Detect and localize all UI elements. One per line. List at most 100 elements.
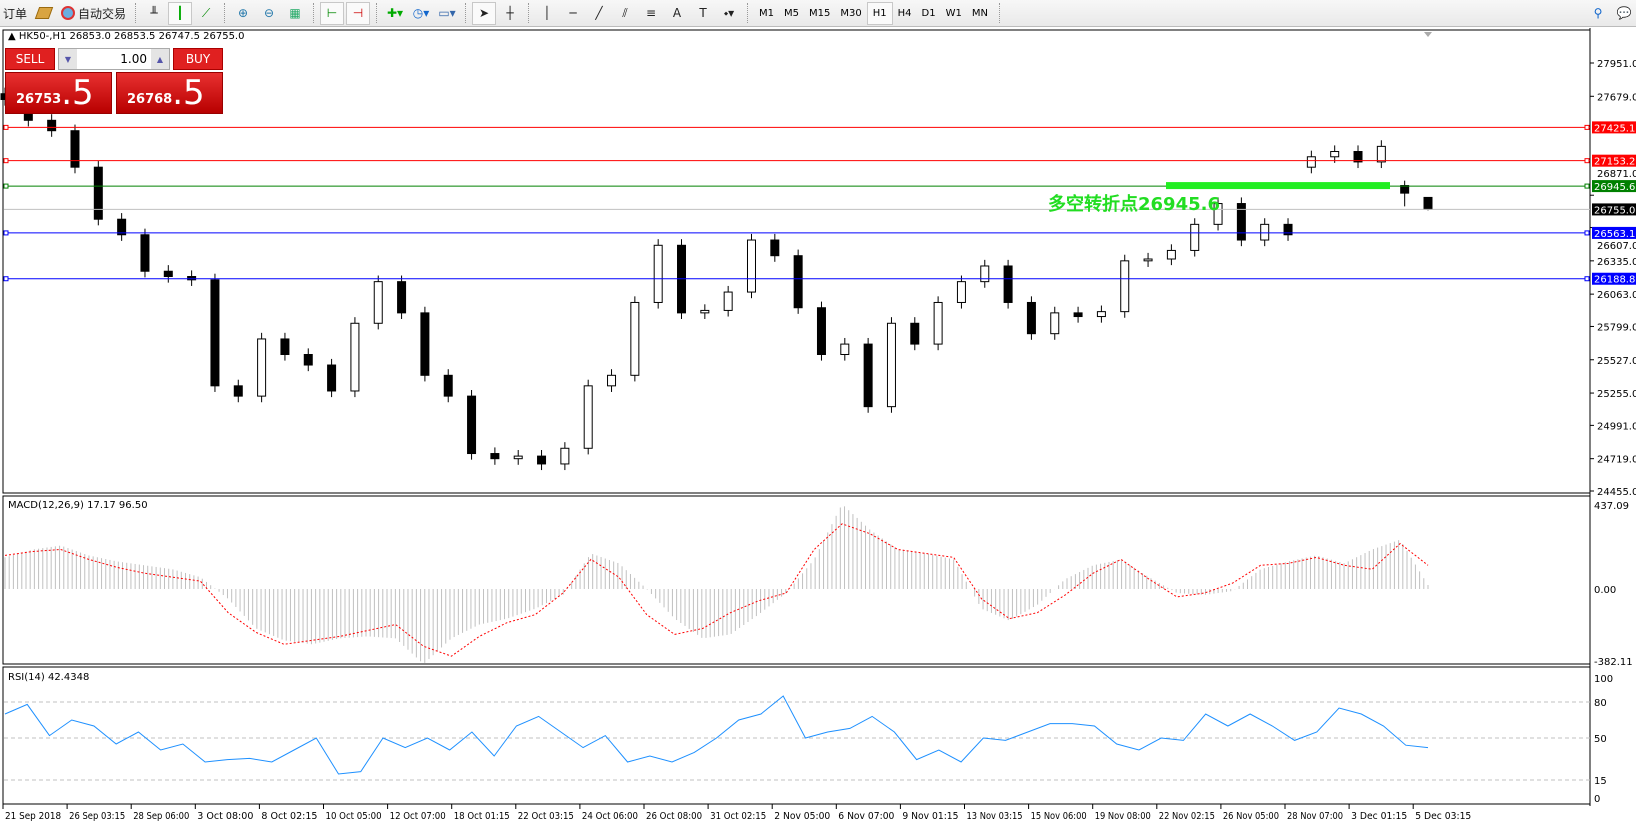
auto-trading-button[interactable]: 自动交易 — [58, 2, 129, 25]
candle-body — [1400, 185, 1410, 194]
resistance-price-tag — [1592, 121, 1636, 134]
candle-body — [933, 301, 943, 345]
crosshair-icon[interactable]: ┼ — [506, 6, 514, 20]
candle — [1026, 296, 1036, 340]
candle — [583, 379, 593, 455]
time-tick-label: 26 Sep 03:15 — [69, 811, 125, 822]
candle-body — [537, 455, 547, 465]
sell-label: SELL — [15, 52, 45, 66]
candle — [933, 296, 943, 351]
text-icon[interactable]: A — [672, 6, 682, 20]
horizontal-line-icon[interactable]: ─ — [569, 6, 577, 20]
time-tick-label: 31 Oct 02:15 — [710, 811, 766, 822]
candle-body — [350, 322, 360, 392]
candle — [93, 161, 103, 226]
candle — [70, 124, 80, 174]
time-tick-label: 15 Nov 06:00 — [1031, 811, 1087, 822]
lot-decrease-icon[interactable]: ▼ — [59, 49, 77, 69]
tile-windows-icon[interactable]: ▦ — [289, 6, 301, 20]
timeframe-h4[interactable]: H4 — [897, 7, 912, 19]
line-handle — [1584, 158, 1590, 164]
line-chart-icon[interactable]: ⟋ — [201, 5, 211, 20]
indicators-icon[interactable]: ✚▾ — [386, 6, 404, 20]
candle — [280, 332, 290, 361]
time-tick-label: 8 Oct 02:15 — [261, 811, 317, 822]
lot-size-input[interactable]: ▼ 1.00 ▲ — [58, 48, 170, 70]
vertical-line-icon[interactable]: │ — [543, 6, 551, 20]
candlestick-icon[interactable]: ┃ — [168, 1, 193, 25]
candle-body — [513, 455, 523, 460]
macd-panel — [2, 495, 1591, 665]
search-icon[interactable]: ⚲ — [1593, 6, 1603, 20]
bid-price-tag — [1592, 203, 1636, 216]
templates-icon[interactable]: ▭▾ — [438, 6, 456, 20]
orders-button[interactable]: 订单 — [0, 2, 30, 25]
timeframe-m15[interactable]: M15 — [809, 7, 831, 19]
candle — [1353, 145, 1363, 169]
pivot-zone-bar — [1166, 182, 1390, 190]
candle-body — [1330, 151, 1340, 158]
rsi-tick-label: 15 — [1594, 776, 1607, 787]
zoom-in-icon[interactable]: ⊕ — [238, 6, 249, 20]
candle — [653, 239, 663, 309]
candle-body — [863, 343, 873, 408]
chart-shift-icon[interactable]: ⊢ — [320, 1, 345, 25]
timeframe-m5[interactable]: M5 — [784, 7, 800, 19]
timeframe-w1[interactable]: W1 — [945, 7, 962, 19]
time-tick-label: 13 Nov 03:15 — [967, 811, 1023, 822]
trendline-icon[interactable]: ╱ — [595, 6, 603, 20]
equidistant-channel-icon[interactable]: ⫽ — [622, 5, 628, 20]
time-tick-label: 12 Oct 07:00 — [390, 811, 446, 822]
buy-price-button[interactable]: 26768.5 — [116, 72, 223, 114]
candle — [886, 317, 896, 413]
chat-icon[interactable]: 💬 — [1616, 6, 1632, 20]
autoscroll-icon[interactable]: ⊣ — [346, 1, 371, 25]
candle — [537, 449, 547, 471]
timeframe-m30[interactable]: M30 — [840, 7, 862, 19]
bar-chart-icon[interactable]: ╨ — [150, 6, 158, 20]
sell-price-pips: .5 — [61, 73, 94, 113]
candle-body — [1026, 301, 1036, 335]
lot-value[interactable]: 1.00 — [120, 52, 147, 66]
timeframe-m1[interactable]: M1 — [759, 7, 775, 19]
candle-body — [1190, 223, 1200, 251]
candle — [1190, 218, 1200, 257]
price-tick-label: 27951.0 — [1597, 59, 1636, 70]
buy-button[interactable]: BUY — [173, 48, 223, 70]
macd-signal-line — [4, 523, 1429, 657]
price-tick-label: 26607.0 — [1597, 241, 1636, 252]
candle-body — [1003, 265, 1013, 303]
candle-body — [420, 312, 430, 376]
text-label-icon[interactable]: T — [699, 6, 707, 20]
candle-body — [303, 353, 313, 366]
line-handle — [3, 230, 9, 236]
lot-increase-icon[interactable]: ▲ — [151, 49, 169, 69]
time-tick-label: 2 Nov 05:00 — [774, 811, 830, 822]
candle-body — [257, 338, 267, 397]
sell-button[interactable]: SELL — [5, 48, 55, 70]
zoom-out-icon[interactable]: ⊖ — [264, 6, 275, 20]
candle-body — [443, 374, 453, 397]
candle — [1376, 140, 1386, 169]
candle — [910, 317, 920, 351]
timeframe-mn[interactable]: MN — [971, 7, 988, 19]
cursor-icon[interactable]: ➤ — [472, 1, 497, 25]
line-handle — [3, 158, 9, 164]
candle — [1050, 306, 1060, 340]
candle-body — [886, 322, 896, 408]
orders-label: 订单 — [3, 6, 28, 21]
timeframe-h1[interactable]: H1 — [866, 1, 893, 25]
time-tick-label: 26 Oct 08:00 — [646, 811, 702, 822]
price-tick-label: 27679.0 — [1597, 92, 1636, 103]
macd-label: MACD(12,26,9) 17.17 96.50 — [8, 500, 148, 511]
timeframe-d1[interactable]: D1 — [921, 7, 936, 19]
fibonacci-icon[interactable]: ≡ — [646, 6, 657, 20]
sell-price-button[interactable]: 26753.5 — [5, 72, 112, 114]
candle — [140, 228, 150, 278]
periods-icon[interactable]: ◷▾ — [412, 6, 430, 20]
arrows-icon[interactable]: ⬩▾ — [723, 5, 735, 20]
pivot-price-label: 26945.6 — [1594, 182, 1635, 193]
candle — [816, 301, 826, 361]
candle-body — [630, 301, 640, 376]
